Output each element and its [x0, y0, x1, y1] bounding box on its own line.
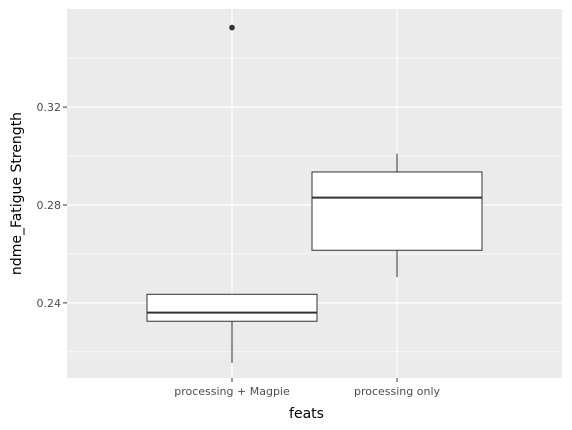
y-tick-label: 0.32: [37, 101, 62, 114]
y-axis-title: ndme_Fatigue Strength: [9, 112, 25, 275]
x-tick-label: processing + Magpie: [174, 385, 290, 398]
x-tick-label: processing only: [354, 385, 441, 398]
y-tick-label: 0.28: [37, 199, 62, 212]
box-group: [311, 153, 483, 278]
boxes-layer: [146, 24, 483, 363]
y-axis: 0.24 0.28 0.32: [37, 101, 67, 310]
y-tick-label: 0.24: [37, 297, 62, 310]
outlier-point: [229, 24, 235, 31]
box-iqr: [146, 293, 318, 322]
x-axis: processing + Magpie processing only: [174, 378, 441, 398]
grid-minor: [67, 57, 562, 353]
x-axis-title: feats: [289, 406, 324, 422]
box-group: [146, 24, 318, 363]
box-iqr: [311, 171, 483, 251]
